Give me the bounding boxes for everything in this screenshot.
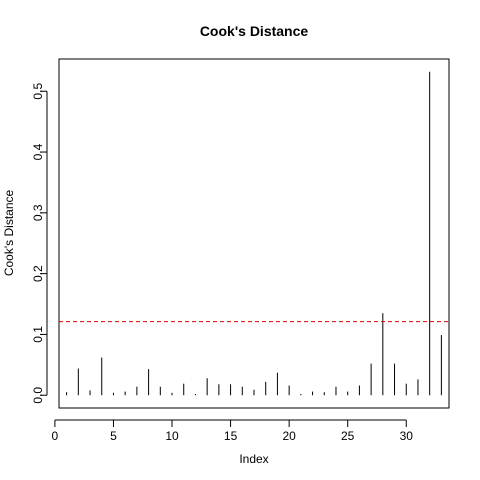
x-tick-label: 20: [282, 429, 296, 443]
x-axis: 0 5 10 15 20 25 30: [52, 419, 414, 443]
x-tick-label: 0: [52, 429, 59, 443]
y-tick-label: 0.1: [31, 326, 45, 343]
y-axis-label: Cook's Distance: [2, 190, 16, 277]
y-axis: 0.0 0.1 0.2 0.3 0.4 0.5: [31, 83, 48, 404]
x-tick-label: 25: [341, 429, 355, 443]
x-tick-label: 15: [224, 429, 238, 443]
chart-title: Cook's Distance: [200, 23, 309, 39]
y-tick-label: 0.2: [31, 265, 45, 282]
y-tick-label: 0.3: [31, 204, 45, 221]
x-tick-label: 30: [400, 429, 414, 443]
x-axis-label: Index: [239, 452, 268, 466]
x-tick-label: 10: [165, 429, 179, 443]
y-tick-label: 0.0: [31, 387, 45, 404]
plot-frame: [58, 58, 450, 409]
x-tick-label: 5: [110, 429, 117, 443]
y-tick-label: 0.5: [31, 83, 45, 100]
bars: [66, 71, 442, 396]
y-tick-label: 0.4: [31, 143, 45, 160]
